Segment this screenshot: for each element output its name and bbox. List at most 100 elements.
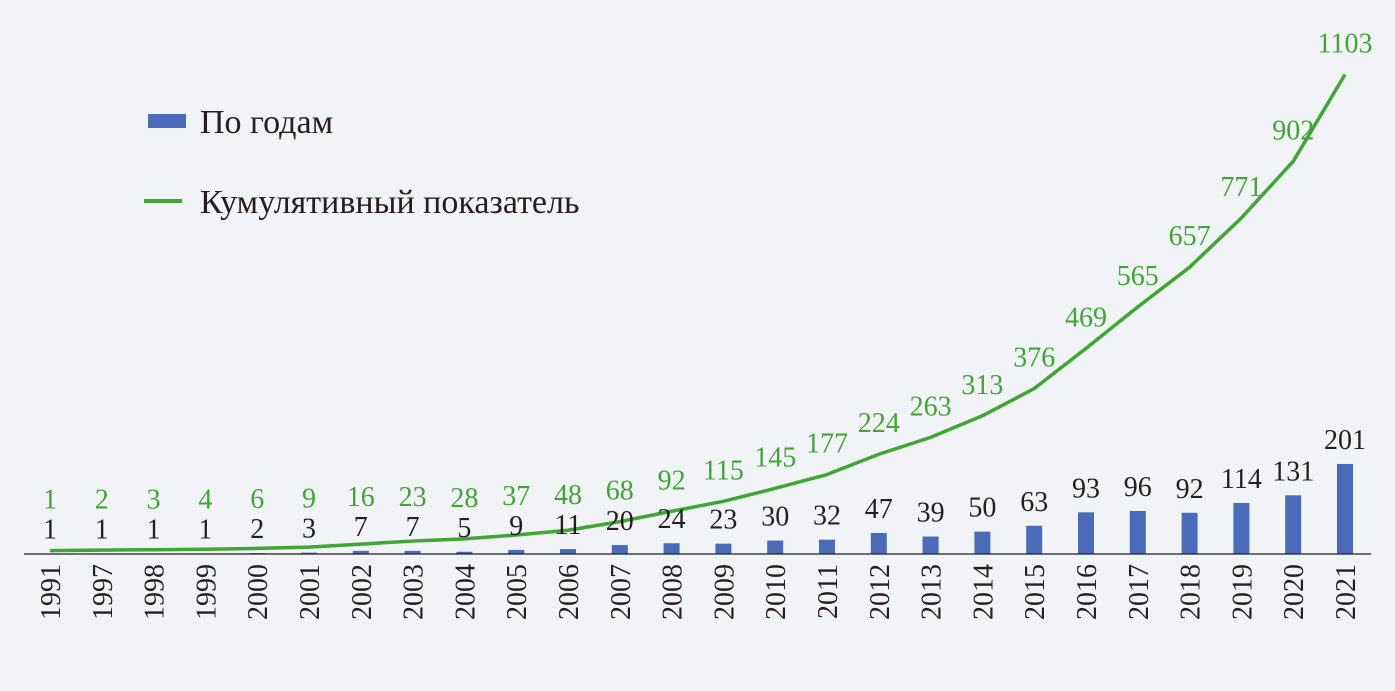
- line-value-label: 1: [43, 485, 57, 516]
- x-tick-label: 1991: [36, 564, 67, 620]
- bar-2001: [301, 552, 317, 554]
- line-value-label: 145: [754, 442, 796, 473]
- line-value-label: 565: [1117, 261, 1159, 292]
- x-tick-label: 1998: [140, 564, 171, 620]
- bar-2016: [1078, 512, 1094, 554]
- bar-value-label: 7: [354, 512, 368, 543]
- x-tick-label: 2005: [502, 564, 533, 620]
- bar-value-label: 9: [509, 511, 523, 542]
- line-value-label: 902: [1272, 115, 1314, 146]
- bar-2014: [974, 531, 991, 554]
- line-value-label: 313: [961, 370, 1003, 401]
- bar-2017: [1129, 510, 1146, 554]
- line-value-label: 3: [147, 485, 161, 516]
- line-value-label: 92: [658, 465, 686, 496]
- bar-value-label: 92: [1176, 474, 1204, 505]
- line-value-label: 48: [554, 480, 582, 511]
- x-tick-label: 2021: [1331, 564, 1362, 620]
- line-value-label: 23: [399, 482, 427, 513]
- line-value-label: 37: [502, 481, 530, 512]
- line-value-label: 4: [198, 485, 212, 516]
- bar-2015: [1026, 525, 1043, 554]
- bar-value-label: 114: [1221, 464, 1262, 495]
- legend-bar-swatch: [148, 114, 186, 128]
- bar-value-label: 23: [709, 505, 737, 536]
- line-value-label: 28: [450, 483, 478, 514]
- x-tick-label: 2016: [1072, 564, 1103, 620]
- x-tick-label: 1999: [191, 564, 222, 620]
- line-value-label: 177: [806, 429, 848, 460]
- bar-value-label: 32: [813, 501, 841, 532]
- x-tick-label: 2007: [606, 564, 637, 620]
- x-tick-label: 2011: [813, 564, 844, 619]
- line-value-label: 68: [606, 476, 634, 507]
- x-tick-label: 2001: [295, 564, 326, 620]
- bar-value-label: 50: [968, 493, 996, 524]
- bar-2019: [1233, 502, 1250, 554]
- x-tick-label: 2002: [347, 564, 378, 620]
- bar-value-label: 1: [198, 515, 212, 546]
- legend-bar-label: По годам: [200, 104, 333, 141]
- x-tick-label: 2012: [865, 564, 896, 620]
- bar-2013: [922, 536, 939, 554]
- bar-value-label: 2: [250, 514, 264, 545]
- bar-value-label: 93: [1072, 473, 1100, 504]
- legend-line-label: Кумулятивный показатель: [200, 184, 580, 221]
- line-value-label: 2: [95, 485, 109, 516]
- line-value-label: 16: [347, 482, 375, 513]
- line-value-label: 771: [1220, 172, 1262, 203]
- bar-2002: [352, 550, 369, 554]
- bar-2020: [1285, 495, 1302, 554]
- x-tick-label: 2018: [1176, 564, 1207, 620]
- bar-2007: [611, 545, 628, 554]
- bar-value-label: 63: [1020, 487, 1048, 518]
- bar-value-label: 47: [865, 494, 893, 525]
- bar-value-label: 39: [917, 498, 945, 529]
- bar-value-label: 5: [457, 513, 471, 544]
- bar-value-label: 7: [406, 512, 420, 543]
- x-tick-label: 2019: [1227, 564, 1258, 620]
- bar-2008: [663, 543, 680, 554]
- x-tick-label: 2006: [554, 564, 585, 620]
- x-tick-label: 2000: [243, 564, 274, 620]
- line-value-label: 9: [302, 484, 316, 515]
- bar-2005: [508, 549, 525, 554]
- x-tick-label: 2010: [761, 564, 792, 620]
- x-tick-label: 2009: [709, 564, 740, 620]
- bar-value-label: 96: [1124, 472, 1152, 503]
- line-value-label: 224: [858, 408, 900, 439]
- bar-value-label: 201: [1324, 425, 1366, 456]
- bar-value-label: 11: [555, 510, 582, 541]
- line-value-label: 376: [1013, 343, 1055, 374]
- x-tick-label: 2003: [399, 564, 430, 620]
- line-value-label: 657: [1169, 221, 1211, 252]
- x-tick-label: 2008: [658, 564, 689, 620]
- bar-value-label: 3: [302, 514, 316, 545]
- bar-value-label: 1: [43, 515, 57, 546]
- x-tick-label: 2014: [968, 564, 999, 620]
- bar-2012: [870, 532, 887, 554]
- bar-value-label: 1: [95, 515, 109, 546]
- bar-2006: [560, 549, 576, 554]
- bar-value-label: 1: [147, 515, 161, 546]
- line-value-label: 115: [703, 455, 744, 486]
- bar-value-label: 24: [658, 504, 686, 535]
- x-tick-label: 2020: [1279, 564, 1310, 620]
- bar-2011: [819, 539, 835, 554]
- x-tick-label: 2013: [917, 564, 948, 620]
- bar-2021: [1337, 463, 1353, 554]
- x-tick-label: 1997: [88, 564, 119, 620]
- line-value-label: 263: [910, 391, 952, 422]
- x-tick-label: 2004: [450, 564, 481, 620]
- line-value-label: 469: [1065, 302, 1107, 333]
- x-tick-label: 2017: [1124, 564, 1155, 620]
- bar-2018: [1181, 512, 1198, 554]
- bar-2010: [767, 540, 784, 554]
- line-value-label: 1103: [1318, 29, 1373, 60]
- bar-2009: [715, 543, 732, 554]
- line-value-label: 6: [250, 484, 264, 515]
- bar-2003: [404, 550, 421, 554]
- x-tick-label: 2015: [1020, 564, 1051, 620]
- legend-line-swatch: [144, 199, 182, 203]
